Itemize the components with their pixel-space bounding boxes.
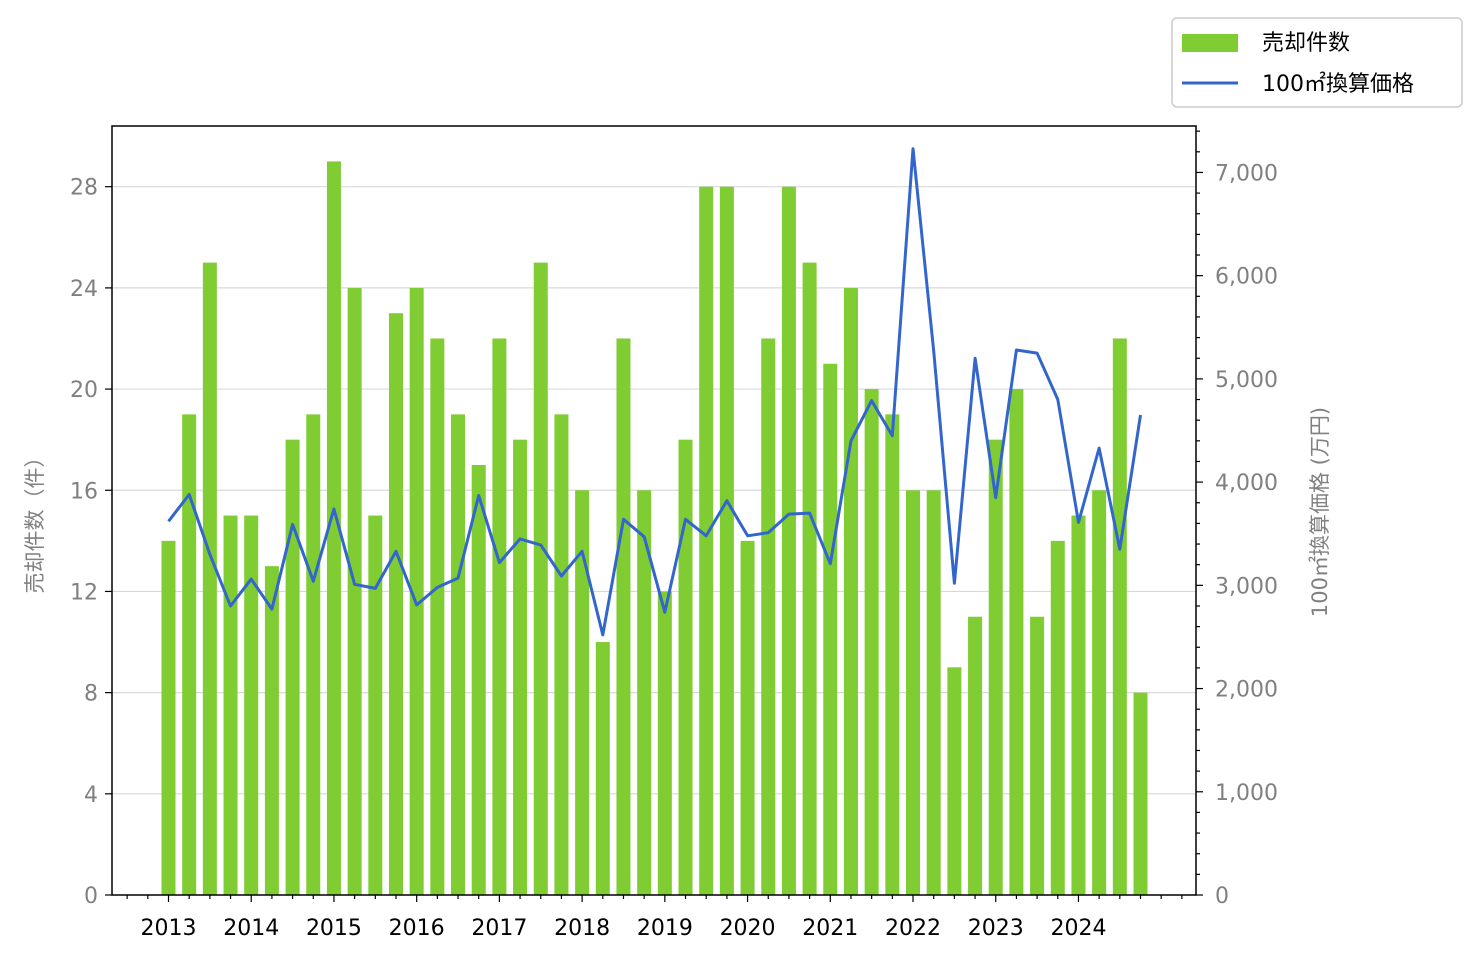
bar <box>926 490 941 895</box>
bar <box>595 642 610 895</box>
bar <box>988 439 1003 895</box>
bar <box>1030 616 1045 895</box>
x-tick-label: 2019 <box>637 916 693 941</box>
bar <box>285 439 300 895</box>
bar <box>740 540 755 895</box>
x-tick-label: 2014 <box>223 916 279 941</box>
bar <box>637 490 652 895</box>
left-tick-label: 20 <box>70 378 98 403</box>
x-tick-label: 2013 <box>141 916 197 941</box>
legend: 売却件数 100㎡換算価格 <box>1171 17 1463 108</box>
right-tick-label: 6,000 <box>1215 265 1278 290</box>
bar <box>802 262 817 895</box>
bar <box>326 161 341 895</box>
x-tick-label: 2017 <box>471 916 527 941</box>
right-tick-label: 7,000 <box>1215 161 1278 186</box>
right-axis: 0 1,000 2,000 3,000 4,000 5,000 6,000 7,000 <box>1196 130 1278 909</box>
bar <box>1009 389 1024 895</box>
right-tick-label: 4,000 <box>1215 471 1278 496</box>
legend-bar-swatch <box>1182 34 1238 52</box>
bar <box>1092 490 1107 895</box>
bar <box>347 287 362 895</box>
bar <box>823 363 838 895</box>
left-tick-label: 24 <box>70 277 98 302</box>
left-tick-label: 12 <box>70 580 98 605</box>
bar <box>885 414 900 895</box>
x-tick-label: 2020 <box>720 916 776 941</box>
bar <box>533 262 548 895</box>
legend-label-line: 100㎡換算価格 <box>1262 71 1414 97</box>
x-axis: 2013 2014 2015 2016 2017 2018 2019 2020 2021 2022… <box>126 895 1183 941</box>
bar <box>906 490 921 895</box>
bar <box>719 186 734 896</box>
bar <box>1133 692 1148 895</box>
bar <box>471 464 486 895</box>
bar <box>513 439 528 895</box>
legend-label-bars: 売却件数 <box>1262 31 1350 56</box>
right-axis-label: 100㎡換算価格 (万円) <box>1308 407 1332 617</box>
bar <box>223 515 238 895</box>
x-tick-label: 2022 <box>885 916 941 941</box>
right-tick-label: 0 <box>1215 884 1229 909</box>
x-tick-label: 2021 <box>802 916 858 941</box>
bar <box>368 515 383 895</box>
bar <box>843 287 858 895</box>
left-tick-label: 4 <box>84 783 98 808</box>
bar-series <box>161 161 1148 896</box>
left-tick-label: 8 <box>84 682 98 707</box>
bar <box>244 515 259 895</box>
left-tick-label: 0 <box>84 884 98 909</box>
bar <box>781 186 796 896</box>
price-line <box>167 147 1142 637</box>
x-tick-label: 2023 <box>968 916 1024 941</box>
bar <box>864 389 879 895</box>
x-tick-label: 2016 <box>389 916 445 941</box>
bar <box>409 287 424 895</box>
bar <box>657 591 672 895</box>
bar <box>616 338 631 896</box>
bar <box>678 439 693 895</box>
left-tick-label: 16 <box>70 479 98 504</box>
bar <box>699 186 714 896</box>
plot-frame <box>111 125 1197 896</box>
legend-box <box>1171 17 1463 108</box>
right-tick-label: 2,000 <box>1215 678 1278 703</box>
bar <box>264 566 279 895</box>
bar <box>182 414 197 895</box>
bar <box>492 338 507 896</box>
bar <box>947 667 962 895</box>
bar <box>388 313 403 895</box>
bar <box>968 616 983 895</box>
bar <box>430 338 445 896</box>
bar <box>202 262 217 895</box>
x-tick-label: 2015 <box>306 916 362 941</box>
bar <box>306 414 321 895</box>
x-tick-label: 2024 <box>1050 916 1106 941</box>
left-axis: 0 4 8 12 16 20 24 28 <box>70 176 112 909</box>
right-tick-label: 5,000 <box>1215 368 1278 393</box>
bar <box>161 540 176 895</box>
bar <box>554 414 569 895</box>
bar <box>575 490 590 895</box>
line-series <box>167 147 1142 637</box>
bar <box>451 414 466 895</box>
right-tick-label: 3,000 <box>1215 574 1278 599</box>
left-tick-label: 28 <box>70 176 98 201</box>
left-axis-label: 売却件数（件） <box>23 447 47 594</box>
right-tick-label: 1,000 <box>1215 781 1278 806</box>
bar <box>761 338 776 896</box>
bar <box>1112 338 1127 896</box>
bar <box>1071 515 1086 895</box>
x-tick-label: 2018 <box>554 916 610 941</box>
bar <box>1050 540 1065 895</box>
